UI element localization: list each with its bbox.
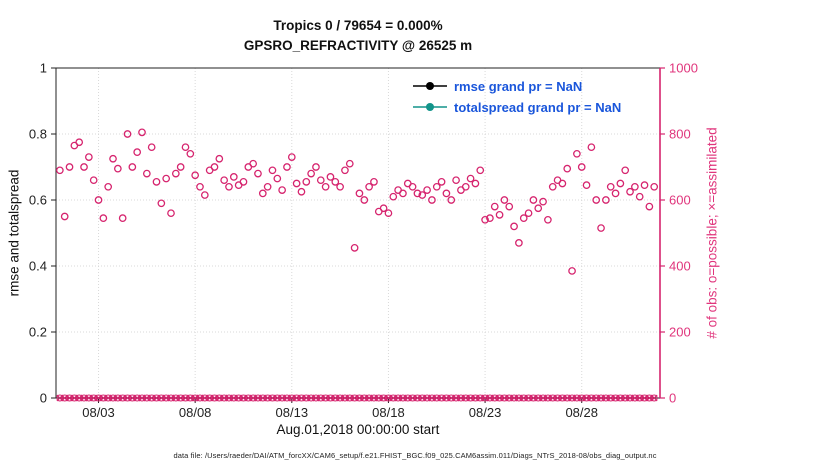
svg-text:0.4: 0.4	[29, 259, 47, 274]
y-axis-left-label: rmse and totalspread	[6, 169, 22, 297]
totalspread-line-marker-icon	[413, 103, 447, 111]
x-axis-label: Aug.01,2018 00:00:00 start	[276, 422, 440, 437]
svg-text:0.2: 0.2	[29, 325, 47, 340]
rmse-line-marker-icon	[413, 82, 447, 90]
svg-text:0.8: 0.8	[29, 127, 47, 142]
svg-text:200: 200	[669, 325, 691, 340]
data-file-caption: data file: /Users/raeder/DAI/ATM_forcXX/…	[173, 451, 657, 460]
svg-text:800: 800	[669, 127, 691, 142]
legend-rmse-label: rmse grand pr = NaN	[454, 78, 583, 94]
svg-text:1: 1	[40, 61, 47, 76]
legend: rmse grand pr = NaN totalspread grand pr…	[412, 78, 621, 115]
y-axis-right-label: # of obs: o=possible; ×=assimilated	[704, 127, 720, 339]
svg-text:08/23: 08/23	[469, 405, 502, 420]
svg-text:08/18: 08/18	[372, 405, 405, 420]
svg-text:0.6: 0.6	[29, 193, 47, 208]
svg-text:400: 400	[669, 259, 691, 274]
svg-text:1000: 1000	[669, 61, 698, 76]
chart-title-line2: GPSRO_REFRACTIVITY @ 26525 m	[243, 38, 473, 53]
svg-text:08/03: 08/03	[82, 405, 115, 420]
svg-text:600: 600	[669, 193, 691, 208]
legend-totalspread-label: totalspread grand pr = NaN	[454, 99, 622, 115]
svg-text:08/13: 08/13	[276, 405, 309, 420]
svg-text:0: 0	[40, 391, 47, 406]
svg-text:08/28: 08/28	[565, 405, 598, 420]
legend-entry-totalspread: totalspread grand pr = NaN	[412, 99, 621, 115]
svg-text:0: 0	[669, 391, 676, 406]
svg-text:08/08: 08/08	[179, 405, 212, 420]
chart-title-line1: Tropics 0 / 79654 = 0.000%	[273, 18, 443, 33]
legend-entry-rmse: rmse grand pr = NaN	[412, 78, 621, 94]
